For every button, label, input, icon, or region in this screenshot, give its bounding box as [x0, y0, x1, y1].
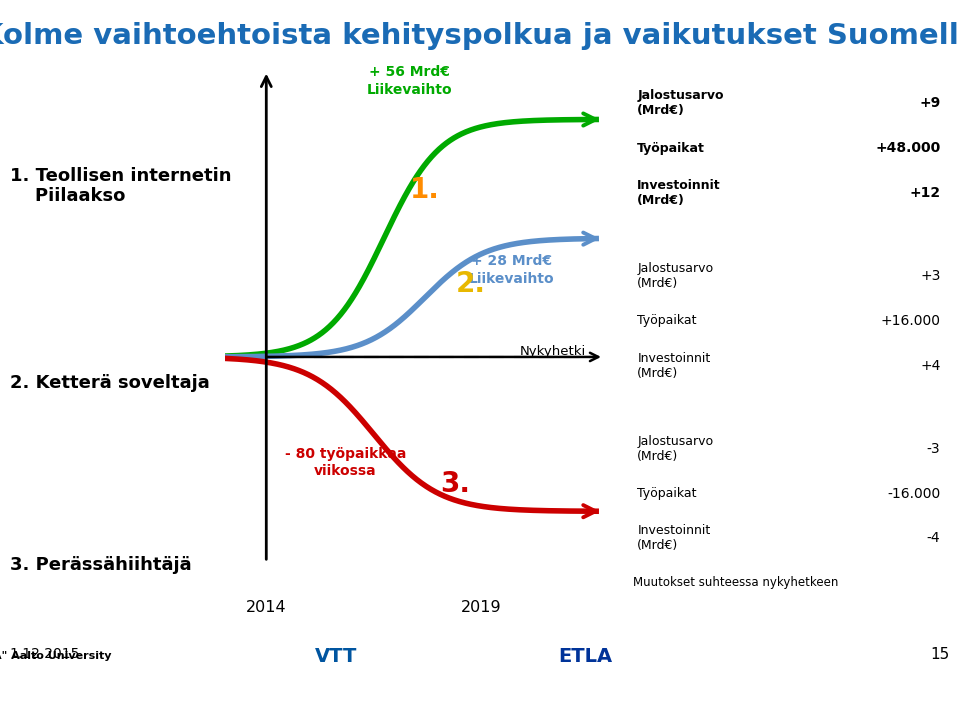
Text: +16.000: +16.000 [880, 314, 941, 328]
Text: 1.12.2015: 1.12.2015 [10, 647, 80, 661]
Text: 1. Teollisen internetin
    Piilaakso: 1. Teollisen internetin Piilaakso [10, 166, 231, 206]
Text: -4: -4 [926, 531, 941, 545]
Text: 15: 15 [930, 647, 949, 662]
Text: 2019: 2019 [460, 600, 502, 615]
Text: -3: -3 [926, 442, 941, 456]
Text: +12: +12 [909, 186, 941, 200]
Text: 2019: 2019 [934, 400, 959, 414]
Text: Työpaikat: Työpaikat [638, 314, 697, 327]
Text: Työpaikat: Työpaikat [638, 142, 705, 154]
Text: Investoinnit
(Mrd€): Investoinnit (Mrd€) [638, 524, 711, 552]
Text: + 28 Mrd€
Liikevaihto: + 28 Mrd€ Liikevaihto [469, 254, 554, 286]
Text: + 56 Mrd€
Liikevaihto: + 56 Mrd€ Liikevaihto [366, 65, 453, 97]
Text: 2. Ketterä soveltaja: 2. Ketterä soveltaja [10, 373, 209, 392]
Text: Vaikutusalue: Vaikutusalue [636, 227, 737, 241]
Text: 2019: 2019 [934, 227, 959, 241]
Text: Työpaikat: Työpaikat [638, 487, 697, 500]
Text: Muutokset suhteessa nykyhetkeen: Muutokset suhteessa nykyhetkeen [633, 576, 838, 590]
Text: - 80 työpaikkaa
viikossa: - 80 työpaikkaa viikossa [285, 446, 407, 478]
Text: 3.: 3. [440, 470, 471, 498]
Text: +4: +4 [920, 359, 941, 373]
Text: 2014: 2014 [246, 600, 287, 615]
Text: +3: +3 [920, 269, 941, 283]
Text: -16.000: -16.000 [887, 486, 941, 501]
Text: VTT: VTT [315, 647, 357, 666]
Text: 3. Perässähiihtäjä: 3. Perässähiihtäjä [10, 556, 191, 574]
Text: Investoinnit
(Mrd€): Investoinnit (Mrd€) [638, 352, 711, 380]
Text: Jalostusarvo
(Mrd€): Jalostusarvo (Mrd€) [638, 435, 713, 463]
Text: Jalostusarvo
(Mrd€): Jalostusarvo (Mrd€) [638, 262, 713, 290]
Text: 2.: 2. [456, 270, 486, 298]
Text: v. 2023: v. 2023 [924, 55, 959, 69]
Text: Vaikutusalue: Vaikutusalue [636, 400, 737, 414]
Text: A" Aalto University: A" Aalto University [0, 651, 112, 661]
Text: Nykyhetki: Nykyhetki [520, 345, 586, 358]
Text: Investoinnit
(Mrd€): Investoinnit (Mrd€) [638, 179, 721, 207]
Text: Jalostusarvo
(Mrd€): Jalostusarvo (Mrd€) [638, 89, 724, 117]
Text: 1.: 1. [409, 176, 440, 204]
Text: Kolme vaihtoehtoista kehityspolkua ja vaikutukset Suomelle: Kolme vaihtoehtoista kehityspolkua ja va… [0, 22, 959, 51]
Text: Vaikutusalue: Vaikutusalue [636, 55, 737, 69]
Text: +48.000: +48.000 [876, 141, 941, 155]
Text: ETLA: ETLA [558, 647, 612, 666]
Text: +9: +9 [919, 96, 941, 110]
